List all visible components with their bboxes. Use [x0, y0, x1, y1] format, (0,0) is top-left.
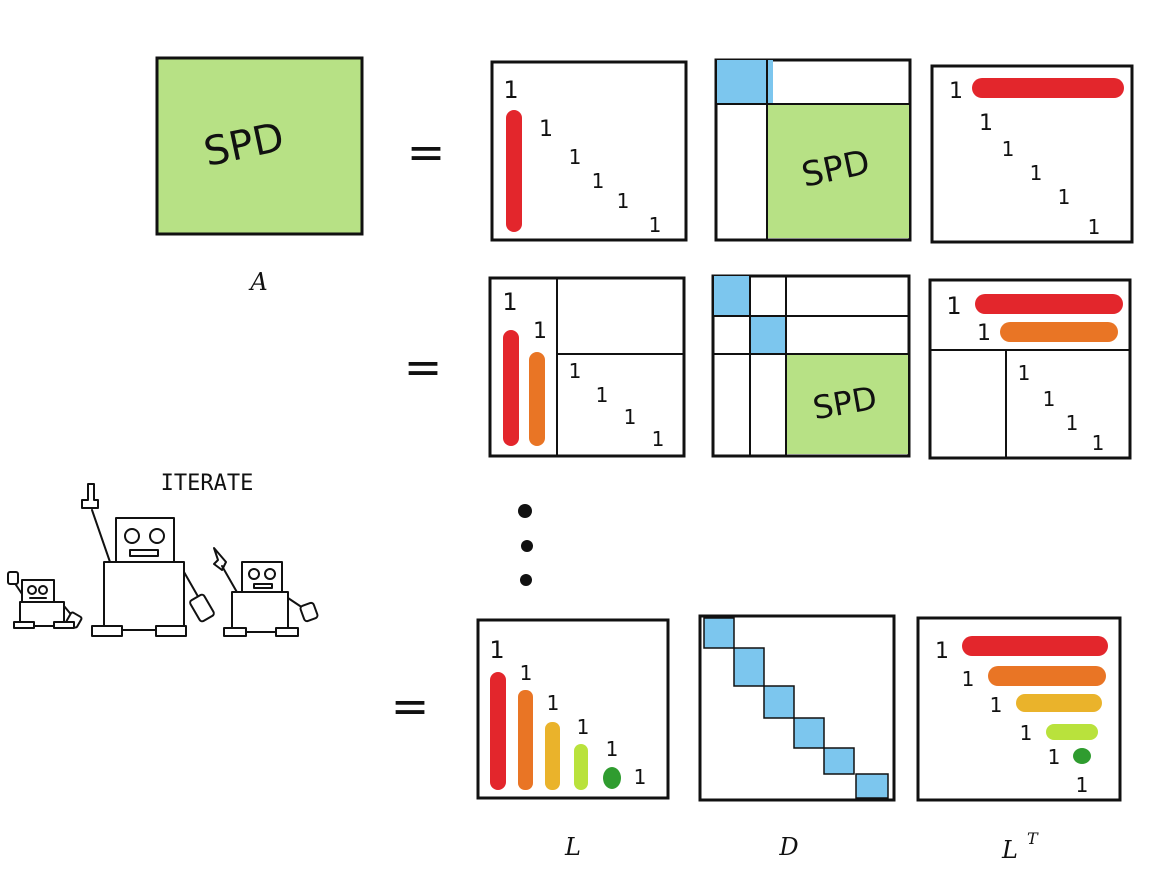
- diag-one: 1: [649, 213, 662, 237]
- lime-row-stroke: [1046, 724, 1098, 740]
- diag-one: 1: [502, 288, 517, 316]
- red-row-stroke: [975, 294, 1123, 314]
- equals-sign-row-3: =: [391, 679, 430, 733]
- red-column-stroke: [506, 110, 522, 232]
- diag-block: [750, 316, 786, 354]
- label-lt-base: L: [1001, 836, 1018, 864]
- row-2-d-matrix: SPD: [711, 274, 911, 458]
- diag-one: 1: [577, 715, 590, 739]
- diag-block: [714, 276, 750, 316]
- row-2-lt-matrix: 1 1 1 1 1 1: [928, 278, 1132, 460]
- diag-one: 1: [569, 145, 582, 169]
- diag-one: 1: [533, 319, 547, 344]
- row-3-l-box: [476, 618, 670, 800]
- diag-one: 1: [946, 292, 961, 320]
- diag-one: 1: [520, 661, 533, 685]
- diag-one: 1: [652, 427, 665, 451]
- diag-one: 1: [979, 111, 993, 136]
- amber-row-stroke: [1016, 694, 1102, 712]
- row-3-lt-matrix: 1 1 1 1 1 1: [916, 616, 1122, 802]
- diag-one: 1: [1066, 411, 1079, 435]
- orange-column-stroke: [518, 690, 533, 790]
- spd-block: [786, 354, 908, 454]
- diag-one: 1: [935, 639, 949, 664]
- diag-block: [763, 685, 795, 719]
- diag-one: 1: [990, 693, 1003, 717]
- ellipsis-dot: [520, 574, 532, 586]
- diag-one: 1: [1092, 431, 1105, 455]
- diag-one: 1: [539, 117, 553, 142]
- diag-one: 1: [962, 667, 975, 691]
- diag-block: [717, 60, 773, 104]
- lime-column-stroke: [574, 744, 588, 790]
- diag-one: 1: [1030, 161, 1043, 185]
- ellipsis-dot: [521, 540, 533, 552]
- robots-icon: [7, 483, 319, 637]
- spd-block: [767, 104, 909, 238]
- diag-one: 1: [1002, 137, 1015, 161]
- diag-block: [823, 747, 855, 775]
- label-lt-superscript: T: [1027, 829, 1039, 848]
- diag-one: 1: [634, 765, 647, 789]
- row-2-l-matrix: 1 1 1 1 1 1: [488, 276, 686, 458]
- row-3-l-matrix: 1 1 1 1 1 1: [476, 618, 670, 800]
- red-row-stroke: [972, 78, 1124, 98]
- orange-row-stroke: [1000, 322, 1118, 342]
- row-1-d-matrix: SPD: [714, 58, 912, 242]
- equals-sign-row-1: =: [407, 125, 446, 179]
- diag-one: 1: [547, 691, 560, 715]
- row-3-d-matrix: [698, 614, 896, 802]
- diag-one: 1: [596, 383, 609, 407]
- diag-one: 1: [977, 321, 991, 346]
- orange-column-stroke: [529, 352, 545, 446]
- vertical-ellipsis: [518, 504, 533, 586]
- matrix-a-label: A: [248, 268, 267, 296]
- diag-one: 1: [624, 405, 637, 429]
- row-1-lt-matrix: 1 1 1 1 1 1: [930, 64, 1134, 244]
- row-1-l-matrix: 1 1 1 1 1 1: [490, 60, 688, 242]
- diag-block: [855, 773, 889, 799]
- small-robot-icon: [7, 571, 83, 629]
- matrix-a-box: [155, 56, 364, 236]
- diag-one: 1: [1088, 215, 1101, 239]
- orange-row-stroke: [988, 666, 1106, 686]
- diag-one: 1: [592, 169, 605, 193]
- diag-block: [703, 617, 735, 649]
- medium-robot-icon: [213, 547, 319, 637]
- diag-one: 1: [503, 76, 518, 104]
- diag-one: 1: [1020, 721, 1033, 745]
- diag-one: 1: [1048, 745, 1061, 769]
- label-l: L: [564, 833, 581, 861]
- iterate-label: ITERATE: [161, 471, 254, 496]
- diag-one: 1: [1076, 773, 1089, 797]
- green-dot-stroke: [1073, 748, 1091, 764]
- diag-one: 1: [1043, 387, 1056, 411]
- red-row-stroke: [962, 636, 1108, 656]
- red-column-stroke: [503, 330, 519, 446]
- row-2-l-box: [488, 276, 686, 458]
- equals-sign-row-2: =: [404, 340, 443, 394]
- diag-one: 1: [569, 359, 582, 383]
- ellipsis-dot: [518, 504, 532, 518]
- diag-one: 1: [489, 636, 504, 664]
- diag-block: [733, 647, 765, 687]
- diag-one: 1: [949, 79, 963, 104]
- label-d: D: [778, 833, 798, 861]
- diag-one: 1: [1058, 185, 1071, 209]
- diag-one: 1: [617, 189, 630, 213]
- matrix-a: SPD A: [155, 56, 364, 296]
- red-column-stroke: [490, 672, 506, 790]
- diag-one: 1: [606, 737, 619, 761]
- diag-one: 1: [1018, 361, 1031, 385]
- amber-column-stroke: [545, 722, 560, 790]
- big-robot-icon: [81, 483, 215, 637]
- row-1-l-box: [490, 60, 688, 242]
- green-dot-stroke: [603, 767, 621, 789]
- diag-block: [793, 717, 825, 749]
